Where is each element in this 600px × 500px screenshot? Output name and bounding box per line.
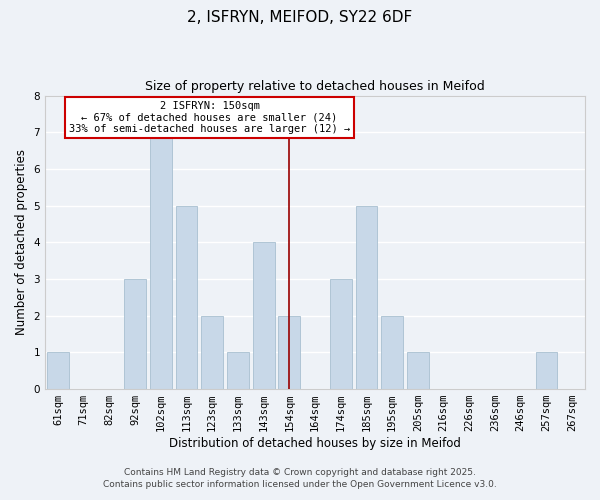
Bar bbox=[201, 316, 223, 389]
X-axis label: Distribution of detached houses by size in Meifod: Distribution of detached houses by size … bbox=[169, 437, 461, 450]
Text: Contains HM Land Registry data © Crown copyright and database right 2025.
Contai: Contains HM Land Registry data © Crown c… bbox=[103, 468, 497, 489]
Bar bbox=[278, 316, 300, 389]
Bar bbox=[227, 352, 249, 389]
Text: 2 ISFRYN: 150sqm
← 67% of detached houses are smaller (24)
33% of semi-detached : 2 ISFRYN: 150sqm ← 67% of detached house… bbox=[69, 101, 350, 134]
Text: 2, ISFRYN, MEIFOD, SY22 6DF: 2, ISFRYN, MEIFOD, SY22 6DF bbox=[187, 10, 413, 25]
Title: Size of property relative to detached houses in Meifod: Size of property relative to detached ho… bbox=[145, 80, 485, 93]
Bar bbox=[330, 279, 352, 389]
Bar bbox=[536, 352, 557, 389]
Bar bbox=[407, 352, 429, 389]
Bar bbox=[124, 279, 146, 389]
Bar bbox=[253, 242, 275, 389]
Bar bbox=[150, 132, 172, 389]
Y-axis label: Number of detached properties: Number of detached properties bbox=[15, 150, 28, 336]
Bar bbox=[47, 352, 69, 389]
Bar bbox=[381, 316, 403, 389]
Bar bbox=[356, 206, 377, 389]
Bar bbox=[176, 206, 197, 389]
